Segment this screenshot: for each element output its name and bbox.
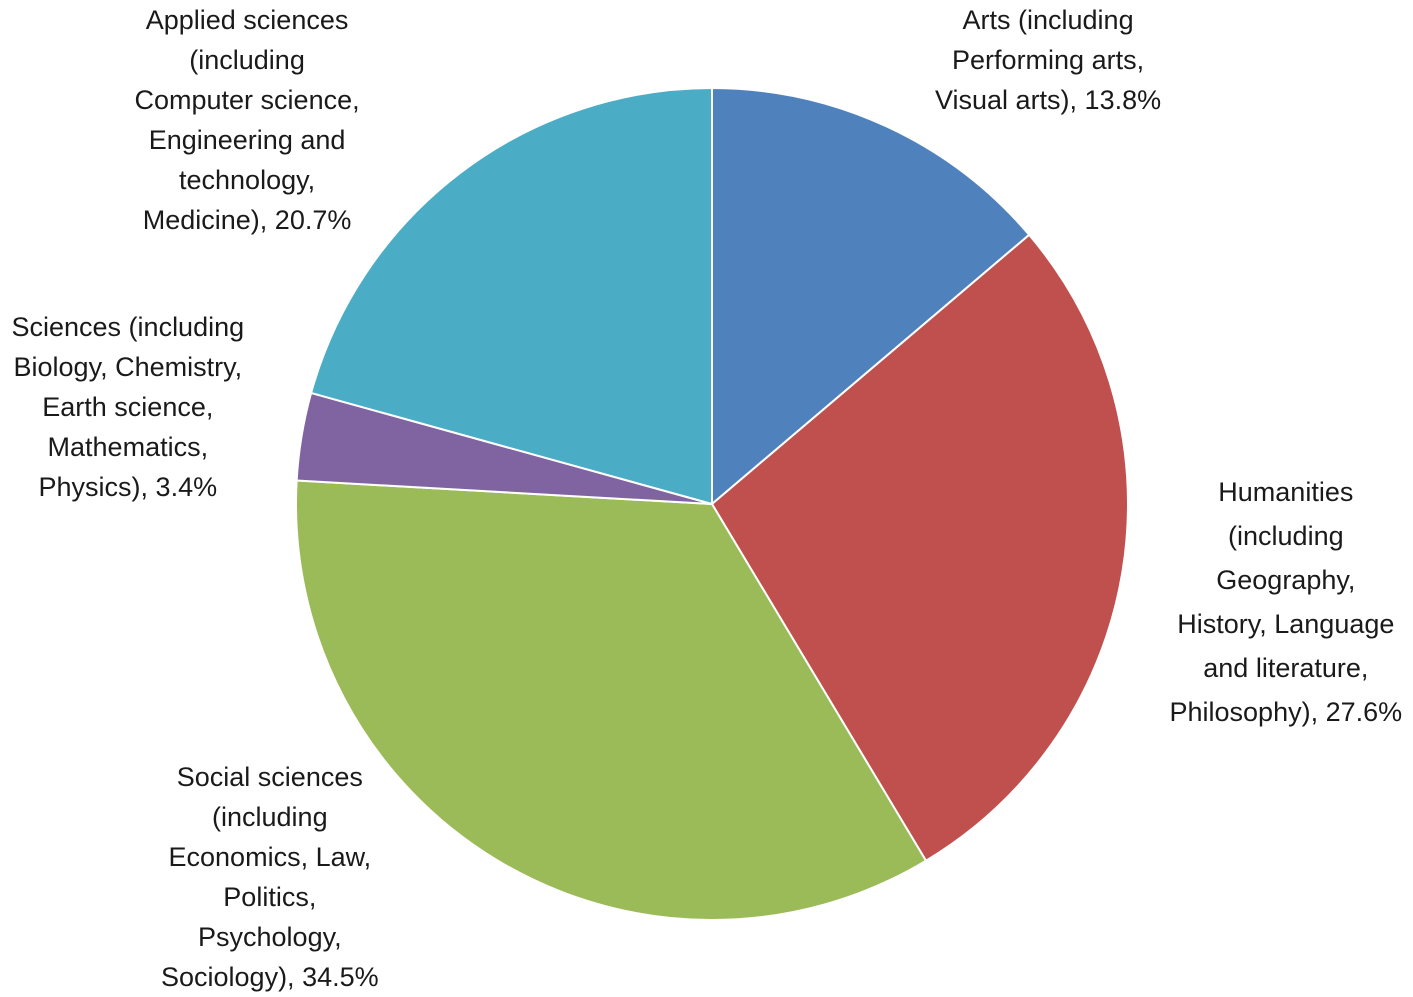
slice-label-line: Politics, bbox=[223, 882, 317, 912]
slice-label-line: Earth science, bbox=[42, 392, 214, 422]
slice-label-line: Performing arts, bbox=[952, 45, 1145, 75]
slice-label-line: technology, bbox=[179, 165, 316, 195]
slice-label-line: Philosophy), 27.6% bbox=[1169, 697, 1403, 727]
slice-label-line: (including bbox=[189, 45, 305, 75]
pie-slice-arts bbox=[711, 86, 1031, 507]
slice-label-line: Physics), 3.4% bbox=[38, 472, 218, 502]
slice-label-line: Sciences (including bbox=[11, 312, 245, 342]
slice-label-arts: Arts (including Performing arts, Visual … bbox=[935, 0, 1161, 120]
slice-label-line: Biology, Chemistry, bbox=[13, 352, 243, 382]
slice-label-line: Arts (including bbox=[962, 5, 1134, 35]
slice-label-line: Visual arts), 13.8% bbox=[935, 85, 1162, 115]
slice-label-line: Applied sciences bbox=[145, 5, 349, 35]
slice-label-line: Humanities bbox=[1218, 477, 1354, 507]
slice-label-line: (including bbox=[1228, 521, 1344, 551]
slice-label-line: Psychology, bbox=[198, 922, 342, 952]
slice-label-line: Engineering and bbox=[148, 125, 346, 155]
slice-label-line: Medicine), 20.7% bbox=[142, 205, 352, 235]
slice-label-sciences: Sciences (including Biology, Chemistry, … bbox=[12, 307, 245, 507]
slice-label-applied-sciences: Applied sciences (including Computer sci… bbox=[135, 0, 360, 240]
slice-label-line: Mathematics, bbox=[47, 432, 209, 462]
slice-label-line: History, Language bbox=[1177, 609, 1395, 639]
slice-label-line: Computer science, bbox=[134, 85, 360, 115]
slice-label-line: (including bbox=[212, 802, 328, 832]
slice-label-line: Sociology), 34.5% bbox=[161, 962, 379, 992]
slice-label-humanities: Humanities (including Geography, History… bbox=[1170, 470, 1403, 734]
slice-label-line: and literature, bbox=[1203, 653, 1369, 683]
pie-slice-applied-sciences bbox=[309, 86, 713, 506]
pie-slice-humanities bbox=[710, 233, 1129, 863]
pie-slice-social-sciences bbox=[295, 479, 928, 921]
slice-label-line: Economics, Law, bbox=[168, 842, 372, 872]
slice-label-line: Geography, bbox=[1216, 565, 1356, 595]
slice-label-line: Social sciences bbox=[176, 762, 363, 792]
slice-label-social-sciences: Social sciences (including Economics, La… bbox=[161, 757, 379, 997]
